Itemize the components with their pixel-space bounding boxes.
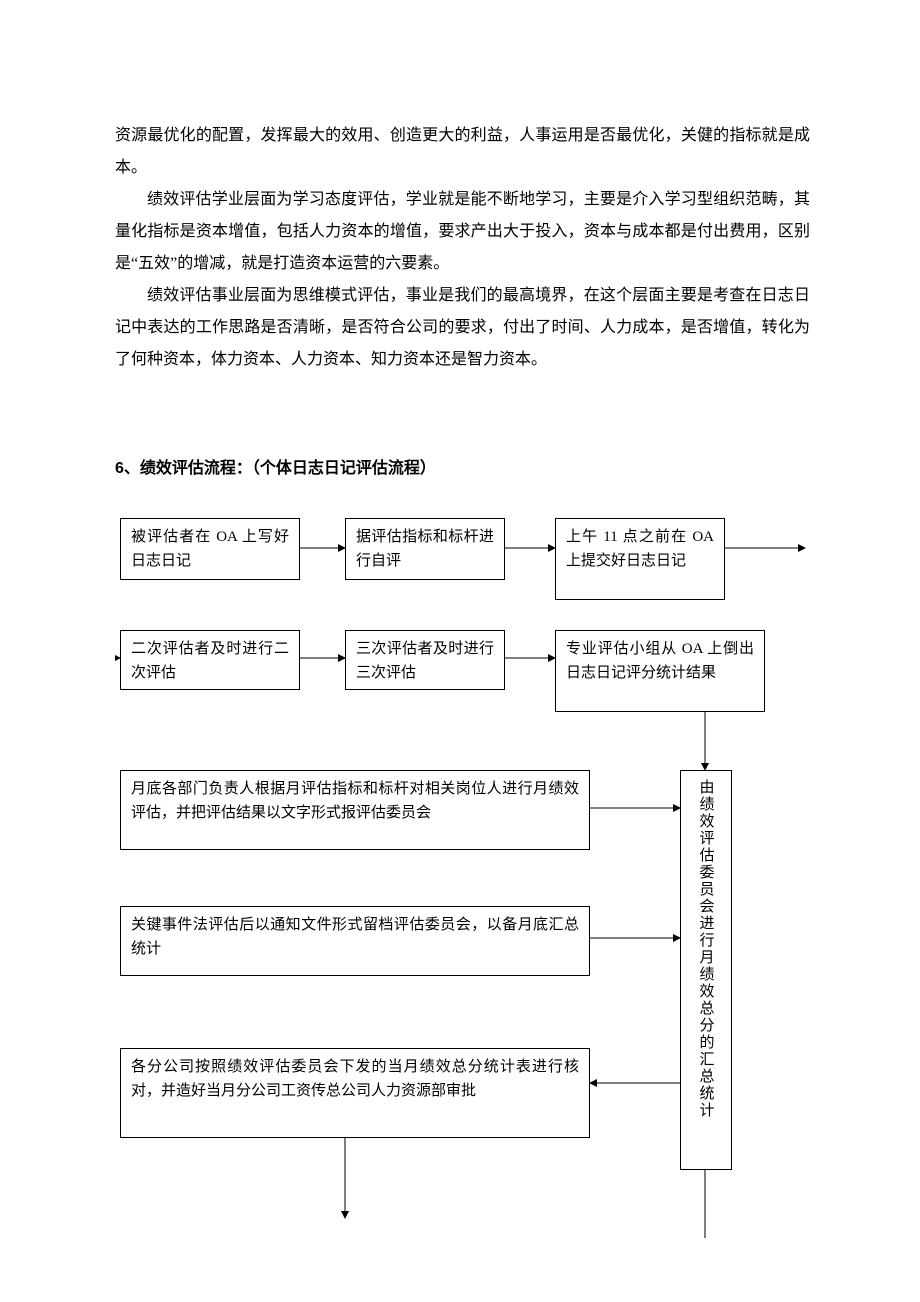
paragraph-3: 绩效评估事业层面为思维模式评估，事业是我们的最高境界，在这个层面主要是考查在日志… (115, 280, 810, 376)
document-page: 资源最优化的配置，发挥最大的效用、创造更大的利益，人事运用是否最优化，关健的指标… (0, 0, 920, 1278)
flow-node-8: 关键事件法评估后以通知文件形式留档评估委员会，以备月底汇总统计 (120, 906, 590, 976)
flow-node-10-text: 由绩效评估委员会进行月绩效总分的汇总统计 (696, 779, 717, 1119)
flow-node-1: 被评估者在 OA 上写好日志日记 (120, 518, 300, 580)
flow-node-2: 据评估指标和标杆进行自评 (345, 518, 505, 580)
flow-node-7: 月底各部门负责人根据月评估指标和标杆对相关岗位人进行月绩效评估，并把评估结果以文… (120, 770, 590, 850)
flow-node-5: 三次评估者及时进行三次评估 (345, 630, 505, 690)
flow-node-6: 专业评估小组从 OA 上倒出日志日记评分统计结果 (555, 630, 765, 712)
flowchart: 被评估者在 OA 上写好日志日记 据评估指标和标杆进行自评 上午 11 点之前在… (115, 518, 815, 1238)
paragraph-2: 绩效评估学业层面为学习态度评估，学业就是能不断地学习，主要是介入学习型组织范畴，… (115, 184, 810, 280)
flow-node-10: 由绩效评估委员会进行月绩效总分的汇总统计 (680, 770, 732, 1170)
flow-node-3: 上午 11 点之前在 OA 上提交好日志日记 (555, 518, 725, 600)
flow-node-9: 各分公司按照绩效评估委员会下发的当月绩效总分统计表进行核对，并造好当月分公司工资… (120, 1048, 590, 1138)
paragraph-1: 资源最优化的配置，发挥最大的效用、创造更大的利益，人事运用是否最优化，关健的指标… (115, 120, 810, 184)
section-heading: 6、绩效评估流程：（个体日志日记评估流程） (115, 454, 810, 478)
flow-node-4: 二次评估者及时进行二次评估 (120, 630, 300, 690)
